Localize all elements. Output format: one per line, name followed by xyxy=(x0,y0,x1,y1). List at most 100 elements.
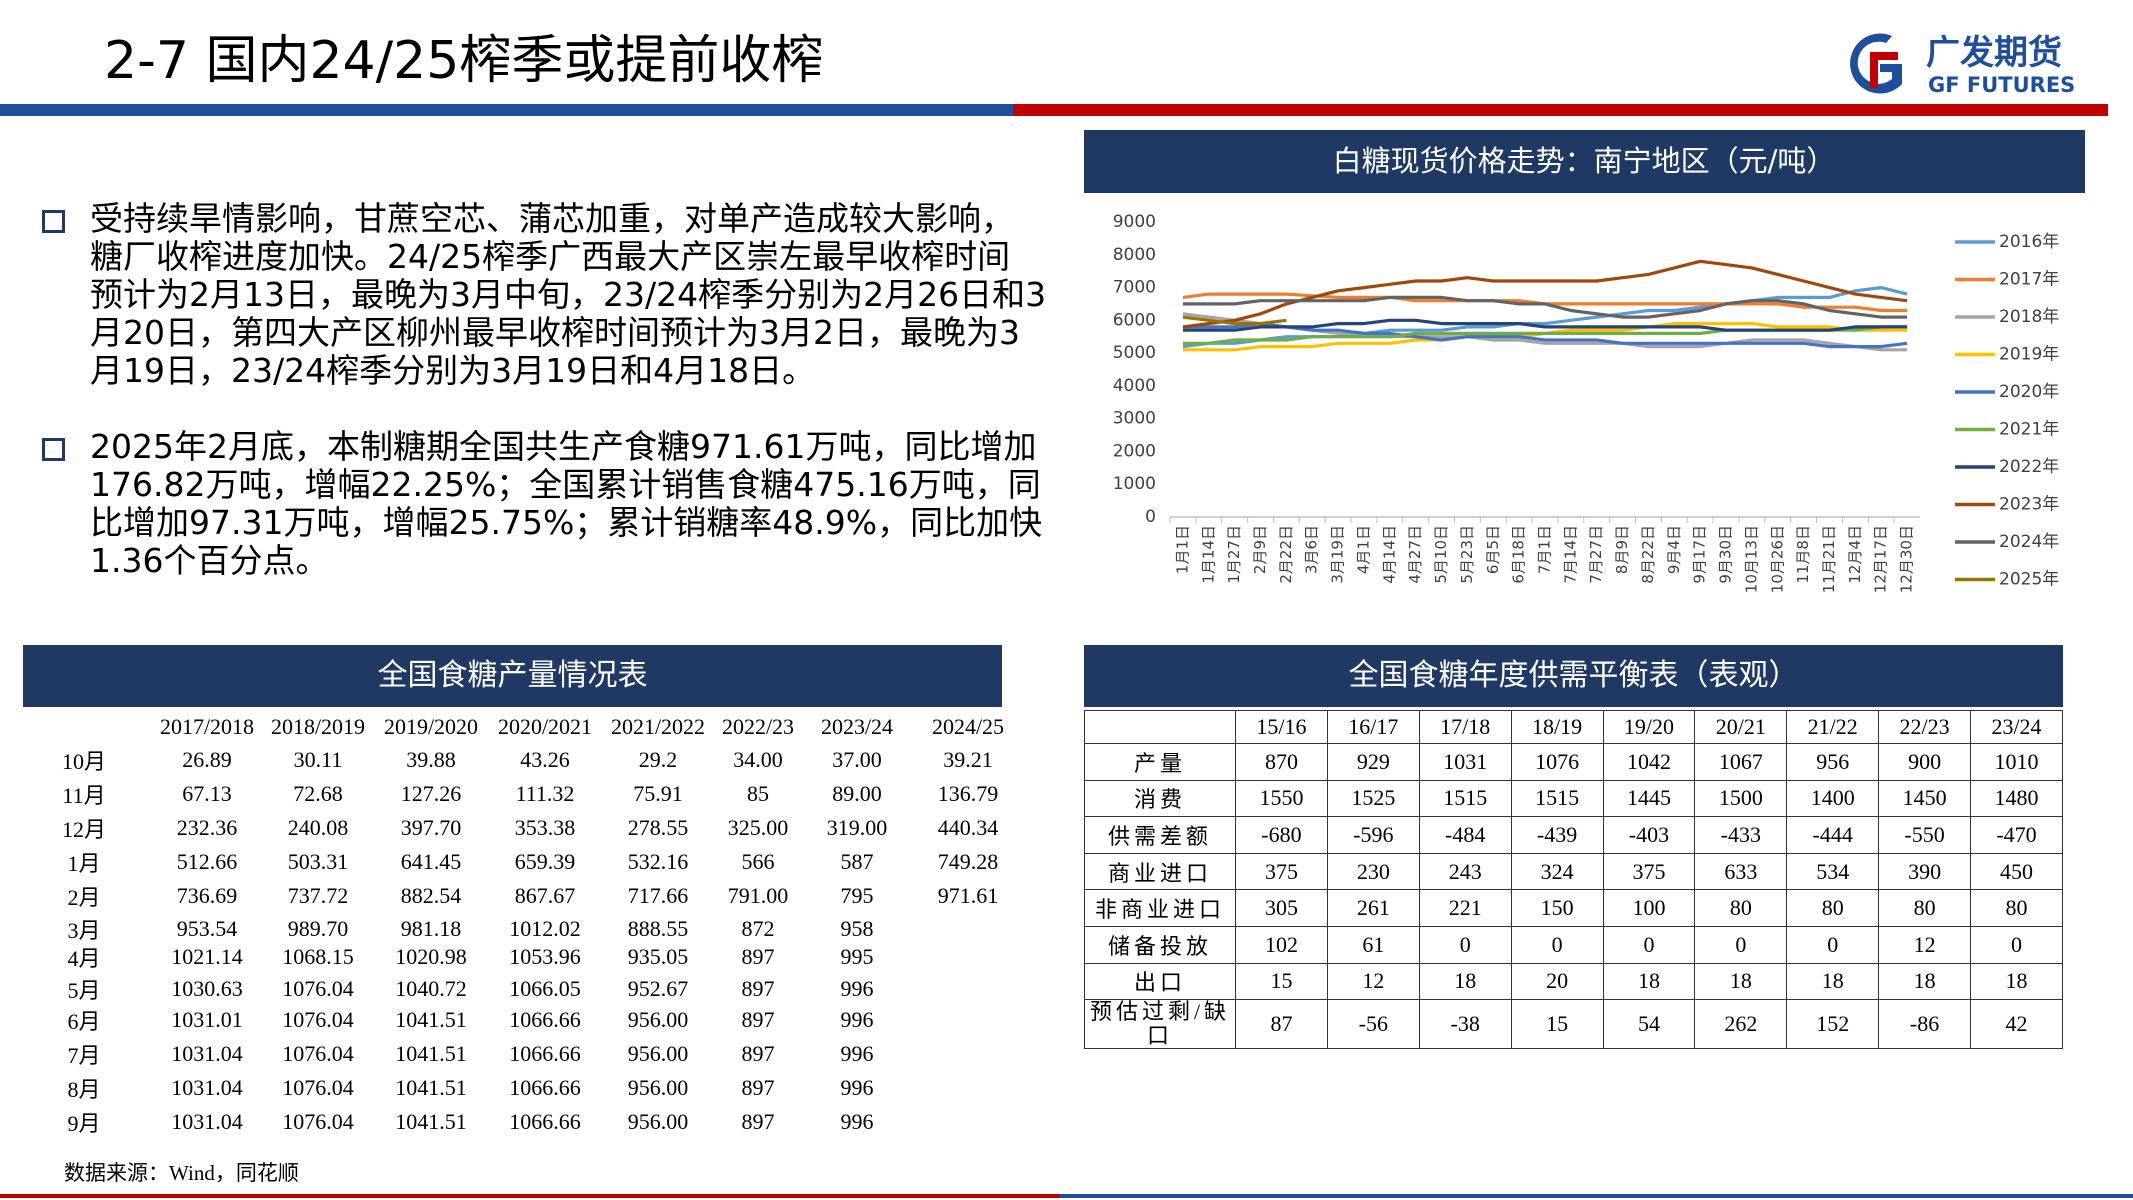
table-cell: 633 xyxy=(1694,852,1788,891)
table-cell: 956.00 xyxy=(627,1007,689,1032)
table-cell: 80 xyxy=(1694,889,1788,927)
bullet-line: 糖厂收榨进度加快。24/25榨季广西最大产区崇左最早收榨时间 xyxy=(90,237,1011,276)
table-cell: -680 xyxy=(1235,816,1328,854)
table-cell: 111.32 xyxy=(515,781,575,806)
column-header: 23/24 xyxy=(1970,710,2063,744)
header-band-red xyxy=(1013,104,2108,116)
table-cell: 1076 xyxy=(1510,743,1604,781)
table-cell: 897 xyxy=(741,944,775,969)
chart-header xyxy=(1084,130,2085,193)
y-tick-label: 3000 xyxy=(1113,409,1156,429)
row-label: 8月 xyxy=(67,1077,101,1102)
table-cell: 1076.04 xyxy=(282,1007,354,1032)
table-cell: 150 xyxy=(1510,889,1604,927)
table-row: 出口 15 12 18 20 18 18 18 18 18 xyxy=(1084,962,2063,1001)
x-tick-label: 6月18日 xyxy=(1510,525,1528,584)
header-row: 15/16 16/17 17/18 18/19 19/20 20/21 21/22 22/23… xyxy=(1084,710,2063,744)
table-cell: 659.39 xyxy=(514,849,576,874)
table-cell: 749.28 xyxy=(937,849,999,874)
x-tick-label: 7月27日 xyxy=(1587,525,1605,584)
table-cell: 1031.04 xyxy=(171,1075,243,1100)
legend-label: 2023年 xyxy=(1999,495,2059,515)
series-line xyxy=(1182,318,1908,332)
table-cell: 85 xyxy=(747,781,769,806)
legend-label: 2016年 xyxy=(1999,232,2059,252)
table-cell: 375 xyxy=(1235,852,1328,891)
table-cell: 897 xyxy=(741,1109,775,1134)
table-row: 消费 1550 1525 1515 1515 1445 1500 1400 1450 1480 xyxy=(1084,779,2063,818)
table-cell: 152 xyxy=(1786,999,1880,1050)
table-cell: 989.70 xyxy=(287,916,349,941)
row-label: 非商业进口 xyxy=(1084,889,1236,927)
series-line xyxy=(1182,315,1287,326)
x-tick-label: 5月23日 xyxy=(1458,525,1476,584)
header-band-blue xyxy=(0,104,1013,116)
table-cell: 1041.51 xyxy=(395,1109,467,1134)
table-cell: 935.05 xyxy=(627,944,689,969)
x-tick-label: 8月22日 xyxy=(1639,525,1657,584)
x-tick-label: 2月22日 xyxy=(1277,525,1295,584)
table-cell: 450 xyxy=(1970,852,2063,891)
table-cell: 397.70 xyxy=(400,815,462,840)
y-tick-label: 1000 xyxy=(1113,474,1156,494)
chart: 白糖现货价格走势：南宁地区（元/吨） 0 1000 2000 3000 4000 5000… xyxy=(1084,130,2085,593)
production-table: 2017/2018 2018/2019 2019/2020 2020/2021 2021… xyxy=(0,0,1040,1200)
table-row: 储备投放 102 61 0 0 0 0 0 12 0 xyxy=(1084,925,2063,964)
y-tick-label: 0 xyxy=(1145,507,1156,527)
legend-label: 2022年 xyxy=(1999,457,2059,477)
table-cell: 900 xyxy=(1878,743,1971,781)
legend-label: 2025年 xyxy=(1999,570,2059,590)
table-cell: 996 xyxy=(840,976,874,1001)
table-cell: 15 xyxy=(1510,999,1604,1050)
column-header: 22/23 xyxy=(1878,710,1971,744)
table-cell: 261 xyxy=(1326,889,1420,927)
table-cell: 1041.51 xyxy=(395,1007,467,1032)
table-cell: 100 xyxy=(1602,889,1696,927)
table-cell: 1010 xyxy=(1970,743,2063,781)
table-cell: 1525 xyxy=(1326,779,1420,818)
series-line xyxy=(1182,295,1908,319)
table-cell: 0 xyxy=(1970,925,2063,964)
table-cell: 1041.51 xyxy=(395,1075,467,1100)
x-tick-label: 11月21日 xyxy=(1820,525,1838,593)
table-title: 全国食糖产量情况表 xyxy=(23,645,1002,707)
table-cell: 1515 xyxy=(1418,779,1512,818)
x-tick-label: 8月9日 xyxy=(1613,525,1631,574)
x-tick-label: 9月30日 xyxy=(1717,525,1735,584)
table-cell: 102 xyxy=(1235,925,1328,964)
row-label: 出口 xyxy=(1084,962,1236,1001)
table-cell: 1550 xyxy=(1235,779,1328,818)
x-tick-label: 7月14日 xyxy=(1561,525,1579,584)
table-cell: 390 xyxy=(1878,852,1971,891)
table-cell: 262 xyxy=(1694,999,1788,1050)
table-cell: 1040.72 xyxy=(395,976,467,1001)
table-cell: 1066.05 xyxy=(509,976,581,1001)
slide-title: 2-7 国内24/25榨季或提前收榨 xyxy=(104,31,824,91)
table-cell: -444 xyxy=(1786,816,1880,854)
table-cell: 897 xyxy=(741,976,775,1001)
column-header: 16/17 xyxy=(1326,710,1420,744)
row-label: 11月 xyxy=(62,783,106,808)
table-cell: -86 xyxy=(1878,999,1971,1050)
table-cell: 39.21 xyxy=(943,747,993,772)
column-header: 2024/25 xyxy=(931,714,1005,739)
table-cell: 897 xyxy=(741,1075,775,1100)
table-row: 供需差额 -680 -596 -484 -439 -403 -433 -444 -550 -470 xyxy=(1084,816,2063,854)
table-cell: 278.55 xyxy=(627,815,689,840)
table-cell: 996 xyxy=(840,1041,874,1066)
table-cell: 80 xyxy=(1970,889,2063,927)
row-label: 4月 xyxy=(67,946,101,971)
table-cell: 867.67 xyxy=(514,883,576,908)
table-cell: 532.16 xyxy=(627,849,689,874)
bullet-line: 176.82万吨，增幅22.25%；全国累计销售食糖475.16万吨，同 xyxy=(90,465,1041,504)
table-cell: 72.68 xyxy=(293,781,343,806)
table-cell: 42 xyxy=(1970,999,2063,1050)
x-tick-label: 4月27日 xyxy=(1406,525,1424,584)
x-tick-label: 10月26日 xyxy=(1768,525,1786,593)
bullet: 受持续旱情影响，甘蔗空芯、蒲芯加重，对单产造成较大影响， 糖厂收榨进度加快。24/… xyxy=(90,200,1046,390)
bullet: 2025年2月底，本制糖期全国共生产食糖971.61万吨，同比增加 176.82万… xyxy=(90,428,1042,580)
table-cell: 0 xyxy=(1786,925,1880,964)
table-cell: 20 xyxy=(1510,962,1604,1001)
logo-name: 广发期货 xyxy=(1926,33,2062,73)
table-cell: 232.36 xyxy=(176,815,238,840)
